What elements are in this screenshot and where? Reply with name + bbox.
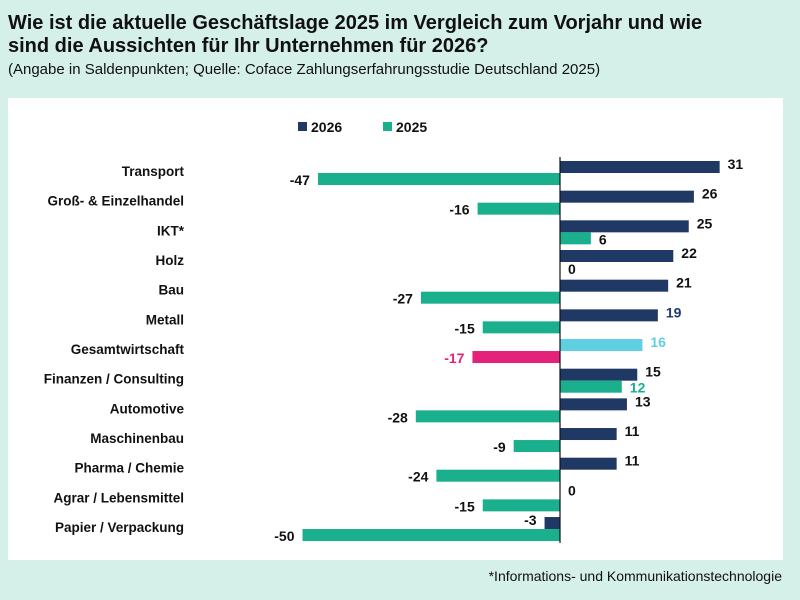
data-label-2025: -27: [393, 291, 413, 307]
data-label-2026: 0: [568, 482, 576, 498]
category-label: Maschinenbau: [90, 431, 184, 446]
bar-2026: [560, 398, 627, 411]
data-label-2026: -3: [524, 512, 537, 528]
bar-2025: [317, 173, 560, 185]
category-label: Gesamtwirtschaft: [71, 342, 185, 357]
data-label-2025: 0: [568, 261, 576, 277]
data-label-2025: -24: [408, 469, 428, 485]
bar-2025: [560, 380, 622, 393]
category-label: Pharma / Chemie: [74, 461, 184, 476]
category-label: Transport: [122, 164, 185, 179]
data-label-2026: 19: [666, 304, 682, 320]
data-label-2025: -15: [455, 498, 475, 514]
category-label: IKT*: [157, 223, 185, 238]
data-label-2026: 26: [702, 186, 718, 202]
bar-2025: [302, 529, 560, 542]
data-label-2026: 21: [676, 275, 692, 291]
chart-title: Wie ist die aktuelle Geschäftslage 2025 …: [8, 12, 703, 57]
bar-2025: [482, 321, 560, 334]
category-label: Automotive: [110, 401, 185, 416]
bar-2026: [560, 161, 720, 173]
bar-2025: [415, 410, 560, 423]
category-label: Bau: [158, 283, 184, 298]
category-label: Papier / Verpackung: [55, 520, 184, 535]
category-label: Metall: [146, 312, 184, 327]
bar-2025: [436, 469, 560, 482]
data-label-2025: -15: [455, 320, 475, 336]
data-label-2025: -50: [274, 528, 294, 544]
bar-2025: [477, 202, 560, 215]
data-label-2025: -16: [449, 202, 469, 218]
data-label-2025: 12: [630, 380, 646, 396]
bar-2026: [560, 250, 674, 263]
bar-2025: [472, 351, 560, 364]
bar-2026: [560, 190, 694, 203]
legend-label-2026: 2026: [311, 119, 342, 135]
bar-2026: [560, 220, 689, 233]
data-label-2026: 25: [697, 215, 713, 231]
data-label-2026: 16: [650, 334, 666, 350]
bar-2026: [560, 279, 669, 292]
bar-2025: [513, 440, 560, 453]
data-label-2025: -17: [444, 350, 464, 366]
data-label-2026: 11: [625, 423, 640, 439]
bar-2026: [560, 339, 643, 352]
data-label-2026: 22: [681, 245, 697, 261]
bar-2026: [560, 428, 617, 441]
data-label-2025: 6: [599, 231, 607, 247]
legend-label-2025: 2025: [396, 119, 427, 135]
data-label-2025: -28: [388, 409, 408, 425]
bar-2025: [420, 291, 560, 304]
legend-swatch-2025: [383, 122, 392, 131]
data-label-2026: 15: [645, 364, 661, 380]
category-label: Agrar / Lebensmittel: [53, 490, 184, 505]
data-label-2026: 13: [635, 393, 651, 409]
chart-subtitle: (Angabe in Saldenpunkten; Quelle: Coface…: [8, 61, 601, 78]
bar-2026: [544, 517, 560, 530]
data-label-2025: -47: [290, 172, 310, 188]
legend-swatch-2026: [298, 122, 307, 131]
bar-2025: [560, 232, 591, 245]
bar-2026: [560, 457, 617, 470]
category-label: Holz: [156, 253, 185, 268]
category-label: Finanzen / Consulting: [44, 372, 184, 387]
bar-2026: [560, 368, 638, 381]
data-label-2025: -9: [493, 439, 506, 455]
footnote: *Informations- und Kommunikationstechnol…: [488, 568, 782, 584]
data-label-2026: 31: [728, 156, 744, 172]
bar-2025: [482, 499, 560, 512]
category-label: Groß- & Einzelhandel: [47, 194, 184, 209]
data-label-2026: 11: [625, 453, 640, 469]
bar-2026: [560, 309, 658, 322]
